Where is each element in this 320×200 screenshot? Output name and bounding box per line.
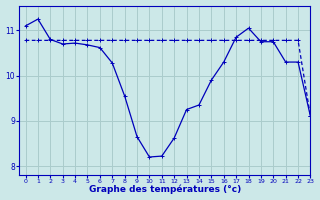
X-axis label: Graphe des températures (°c): Graphe des températures (°c) bbox=[89, 185, 241, 194]
